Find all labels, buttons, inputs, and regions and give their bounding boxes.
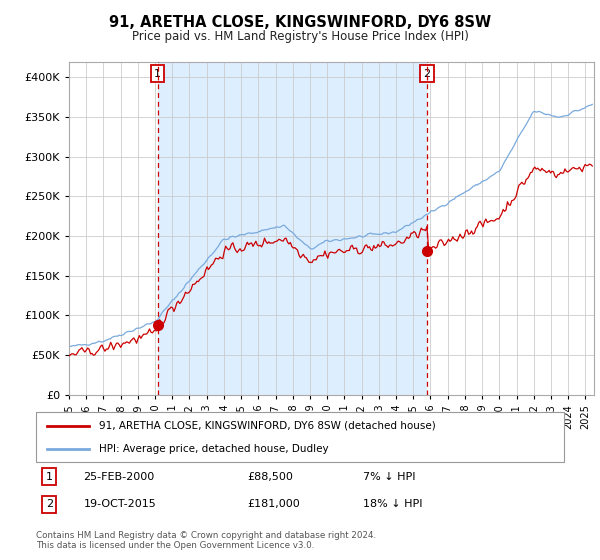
Text: £181,000: £181,000: [247, 499, 300, 509]
Text: Contains HM Land Registry data © Crown copyright and database right 2024.
This d: Contains HM Land Registry data © Crown c…: [36, 531, 376, 550]
Text: 1: 1: [154, 68, 161, 78]
Text: 25-FEB-2000: 25-FEB-2000: [83, 472, 155, 482]
Text: £88,500: £88,500: [247, 472, 293, 482]
Text: 1: 1: [46, 472, 53, 482]
Bar: [158, 62, 427, 395]
Text: 2: 2: [424, 68, 431, 78]
Text: 91, ARETHA CLOSE, KINGSWINFORD, DY6 8SW (detached house): 91, ARETHA CLOSE, KINGSWINFORD, DY6 8SW …: [100, 421, 436, 431]
Text: 19-OCT-2015: 19-OCT-2015: [83, 499, 156, 509]
Text: 91, ARETHA CLOSE, KINGSWINFORD, DY6 8SW: 91, ARETHA CLOSE, KINGSWINFORD, DY6 8SW: [109, 15, 491, 30]
Text: 7% ↓ HPI: 7% ↓ HPI: [364, 472, 416, 482]
Text: 2: 2: [46, 499, 53, 509]
Text: HPI: Average price, detached house, Dudley: HPI: Average price, detached house, Dudl…: [100, 445, 329, 454]
Text: Price paid vs. HM Land Registry's House Price Index (HPI): Price paid vs. HM Land Registry's House …: [131, 30, 469, 43]
Text: 18% ↓ HPI: 18% ↓ HPI: [364, 499, 423, 509]
FancyBboxPatch shape: [36, 412, 564, 462]
